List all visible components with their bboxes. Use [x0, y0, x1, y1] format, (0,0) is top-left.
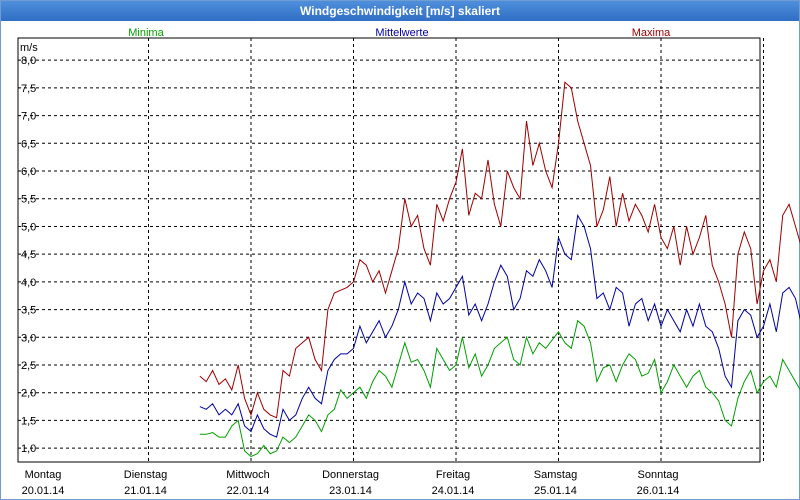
y-tick-label: 3,0: [21, 332, 36, 344]
series-line-mittelwerte: [199, 213, 800, 438]
plot-frame: [17, 37, 761, 463]
x-tick-date: 22.01.14: [227, 485, 270, 497]
y-tick-label: 3,5: [21, 305, 36, 317]
y-tick-label: 8,0: [21, 55, 36, 67]
y-tick-label: 2,5: [21, 360, 36, 372]
y-tick-label: 5,0: [21, 221, 36, 233]
x-tick-day: Sonntag: [638, 469, 679, 481]
series-line-maxima: [199, 81, 800, 419]
legend-minima: Minima: [128, 27, 164, 39]
series-lines: [199, 81, 800, 458]
x-tick-day: Freitag: [436, 469, 470, 481]
y-tick-label: 5,5: [21, 194, 36, 206]
x-tick-date: 26.01.14: [637, 485, 680, 497]
x-tick-date: 25.01.14: [534, 485, 577, 497]
y-tick-label: 7,5: [21, 83, 36, 95]
x-tick-day: Mittwoch: [226, 469, 269, 481]
x-tick-day: Donnerstag: [322, 469, 379, 481]
legend-maxima: Maxima: [632, 27, 671, 39]
x-tick-date: 21.01.14: [124, 485, 167, 497]
x-tick-date: 24.01.14: [432, 485, 475, 497]
y-axis-ticks: 1,0 1,5 2,0 2,5 3,0 3,5 4,0 4,5 5,0 5,5 6,0 6,5 7,0 7…: [21, 55, 36, 455]
x-tick-date: 23.01.14: [329, 485, 372, 497]
chart-grid: [18, 38, 764, 462]
y-tick-label: 1,5: [21, 415, 36, 427]
x-tick-day: Dienstag: [124, 469, 167, 481]
series-line-minima: [199, 319, 800, 458]
y-tick-label: 1,0: [21, 443, 36, 455]
window-title: Windgeschwindigkeit [m/s] skaliert: [1, 1, 799, 21]
y-tick-label: 4,0: [21, 277, 36, 289]
y-tick-label: 4,5: [21, 249, 36, 261]
x-axis-ticks: Montag 20.01.14 Dienstag 21.01.14 Mittwoch 22…: [22, 469, 680, 497]
y-tick-label: 2,0: [21, 388, 36, 400]
x-tick-day: Samstag: [534, 469, 577, 481]
y-tick-label: 6,5: [21, 138, 36, 150]
y-tick-label: 7,0: [21, 111, 36, 123]
legend-mittelwerte: Mittelwerte: [375, 27, 428, 39]
x-tick-date: 20.01.14: [22, 485, 65, 497]
x-tick-day: Montag: [25, 469, 62, 481]
y-tick-label: 6,0: [21, 166, 36, 178]
y-axis-label: m/s: [20, 42, 38, 54]
